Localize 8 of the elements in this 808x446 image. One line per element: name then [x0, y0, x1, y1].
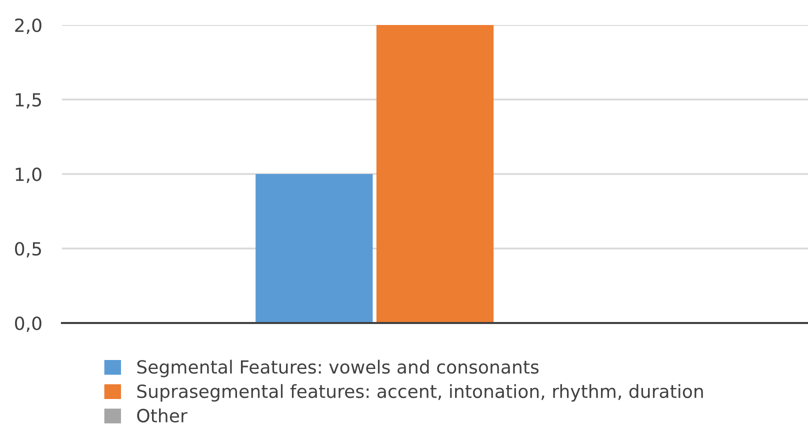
y-tick-label: 1,0	[16, 167, 42, 183]
y-tick-label: 2,0	[15, 18, 42, 34]
y-tick-label: 1,5	[16, 93, 41, 108]
y-tick-label: 0,0	[15, 316, 42, 332]
y-tick-label: 0,5	[15, 242, 41, 258]
legend-label: Suprasegmental features: accent, intonation, rhythm, duration	[137, 384, 703, 402]
legend-label: Segmental Features: vowels and consonants	[137, 360, 539, 378]
legend-label: Other	[137, 408, 188, 422]
